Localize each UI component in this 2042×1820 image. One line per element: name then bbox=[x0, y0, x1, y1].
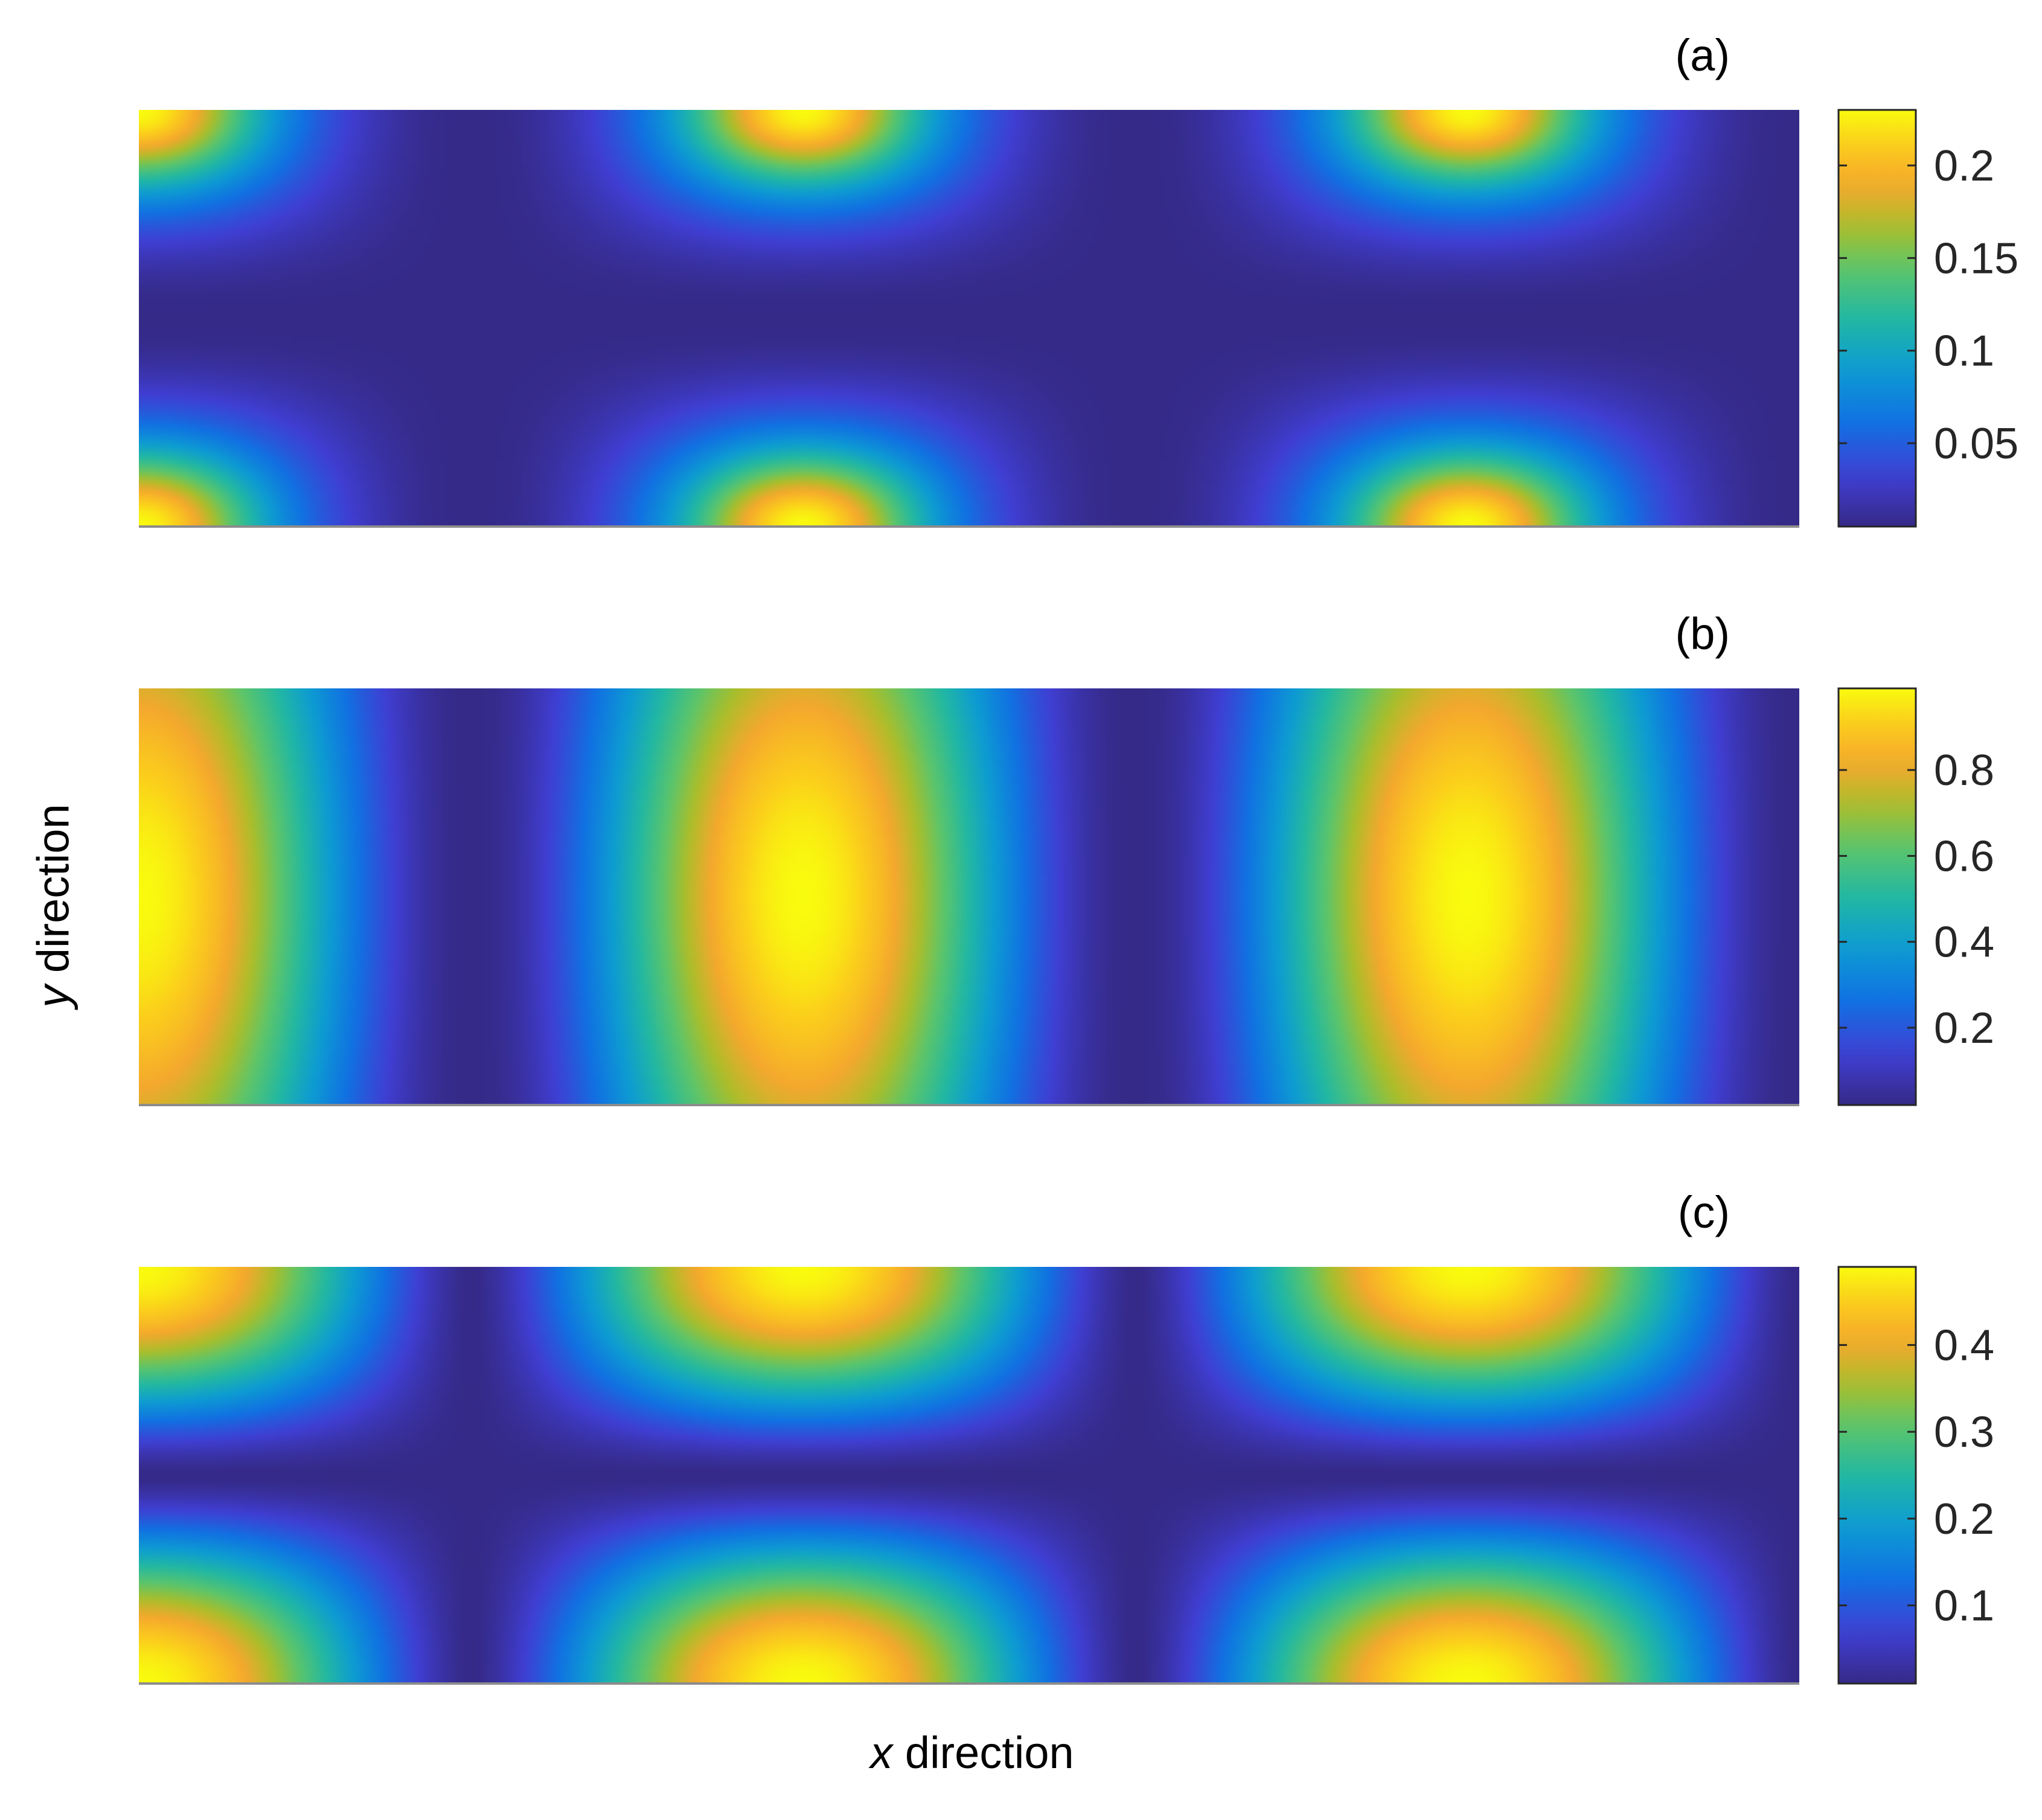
colorbar-tick-label: 0.2 bbox=[1934, 1495, 1994, 1543]
y-axis-label-text: direction bbox=[28, 804, 78, 985]
heatmap-image-2 bbox=[139, 688, 1799, 1105]
colorbar-tick-label: 0.1 bbox=[1934, 1582, 1994, 1630]
colorbar-3 bbox=[1837, 1266, 1917, 1685]
colorbar-tick-label: 0.1 bbox=[1934, 327, 1994, 376]
heatmap-image-3 bbox=[139, 1267, 1799, 1684]
x-axis-label-text: direction bbox=[892, 1728, 1074, 1778]
colorbar-tick-label: 0.05 bbox=[1934, 420, 2018, 468]
colorbar-tick-label: 0.15 bbox=[1934, 234, 2018, 283]
colorbar-tick-label: 0.2 bbox=[1934, 142, 1994, 190]
heatmap-image-1 bbox=[139, 110, 1799, 527]
x-axis-label: x direction bbox=[0, 1727, 1944, 1778]
colorbar-tick-label: 0.4 bbox=[1934, 918, 1994, 967]
x-axis-variable: x bbox=[870, 1728, 893, 1778]
colorbar-tick-label: 0.4 bbox=[1934, 1321, 1994, 1370]
panel-title-2: (b) bbox=[1676, 609, 1730, 659]
colorbar-tick-label: 0.3 bbox=[1934, 1408, 1994, 1456]
colorbar-tick-label: 0.6 bbox=[1934, 832, 1994, 880]
colorbar-1 bbox=[1837, 109, 1917, 528]
panel-3: (c) 0.1 0.2 0.3 0.4 bbox=[139, 1187, 1994, 1685]
colorbar-2 bbox=[1837, 687, 1917, 1106]
panel-2: (b) 0.2 0.4 0.6 0.8 bbox=[139, 609, 1994, 1106]
panel-title-3: (c) bbox=[1678, 1187, 1730, 1237]
y-axis-label: y direction bbox=[28, 804, 79, 1007]
panel-1: (a) 0.05 0.1 0.15 0.2 bbox=[139, 30, 2018, 528]
colorbar-tick-label: 0.8 bbox=[1934, 746, 1994, 795]
colorbar-tick-label: 0.2 bbox=[1934, 1004, 1994, 1053]
panel-title-1: (a) bbox=[1676, 30, 1730, 80]
y-axis-variable: y bbox=[28, 985, 78, 1008]
